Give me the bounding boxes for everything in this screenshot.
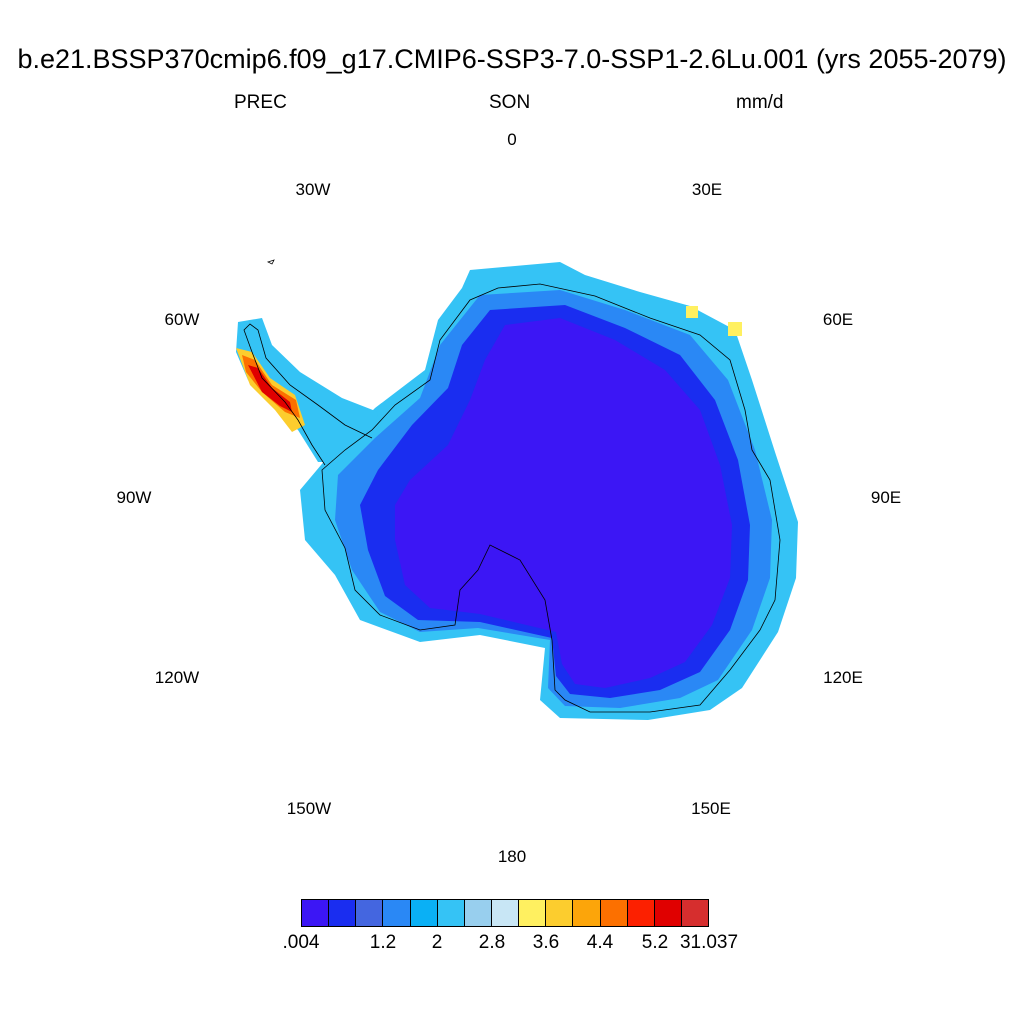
colorbar-label-max: 31.037 (679, 932, 739, 953)
colorbar-box-0 (302, 900, 330, 926)
antarctic-peninsula (236, 318, 378, 462)
variable-label: PREC (234, 92, 287, 113)
small-island (266, 259, 275, 265)
lon-label-90w: 90W (116, 488, 152, 507)
colorbar-box-9 (546, 900, 574, 926)
lon-label-30e: 30E (691, 180, 723, 199)
colorbar-label-1-2: 1.2 (369, 932, 397, 953)
ice-sheet-interior (395, 318, 732, 688)
lon-label-30w: 30W (295, 180, 331, 199)
colorbar-box-1 (329, 900, 357, 926)
colorbar-box-13 (654, 900, 682, 926)
colorbar-label-min: .004 (282, 932, 320, 953)
interior-shape (395, 318, 732, 688)
colorbar-box-8 (519, 900, 547, 926)
lon-label-150e: 150E (691, 799, 731, 818)
units-label: mm/d (736, 92, 784, 113)
colorbar-box-3 (383, 900, 411, 926)
coastline (243, 259, 781, 713)
colorbar-box-6 (464, 900, 492, 926)
season-label: SON (489, 92, 531, 113)
peninsula-base (236, 318, 378, 462)
lon-label-60e: 60E (822, 310, 854, 329)
colorbar-box-11 (600, 900, 628, 926)
coastal-highlights (686, 306, 742, 336)
coast-high-spot-northeast (686, 306, 698, 318)
colorbar-box-7 (491, 900, 520, 926)
colorbar-label-5-2: 5.2 (641, 932, 669, 953)
lon-label-0: 0 (507, 130, 517, 149)
colorbar-box-5 (437, 900, 465, 926)
lon-label-60w: 60W (164, 310, 200, 329)
colorbar-box-14 (681, 900, 709, 926)
colorbar-label-3-6: 3.6 (532, 932, 560, 953)
lon-label-90e: 90E (870, 488, 902, 507)
lon-label-120e: 120E (823, 668, 863, 687)
colorbar-box-12 (627, 900, 655, 926)
coast-high-spot-east (728, 322, 742, 336)
map-title: b.e21.BSSP370cmip6.f09_g17.CMIP6-SSP3-7.… (17, 44, 1007, 74)
colorbar-label-2: 2 (431, 932, 443, 953)
coastline-main (321, 283, 781, 713)
lon-label-120w: 120W (154, 668, 200, 687)
colorbar-box-2 (356, 900, 384, 926)
lon-label-150w: 150W (286, 799, 332, 818)
coastline-peninsula (243, 323, 373, 466)
lon-label-180: 180 (497, 847, 527, 866)
colorbar-box-4 (410, 900, 438, 926)
peninsula-high-precip (248, 365, 292, 412)
colorbar-label-4-4: 4.4 (586, 932, 614, 953)
colorbar-label-2-8: 2.8 (478, 932, 506, 953)
colorbar-box-10 (573, 900, 601, 926)
colorbar (301, 899, 709, 927)
